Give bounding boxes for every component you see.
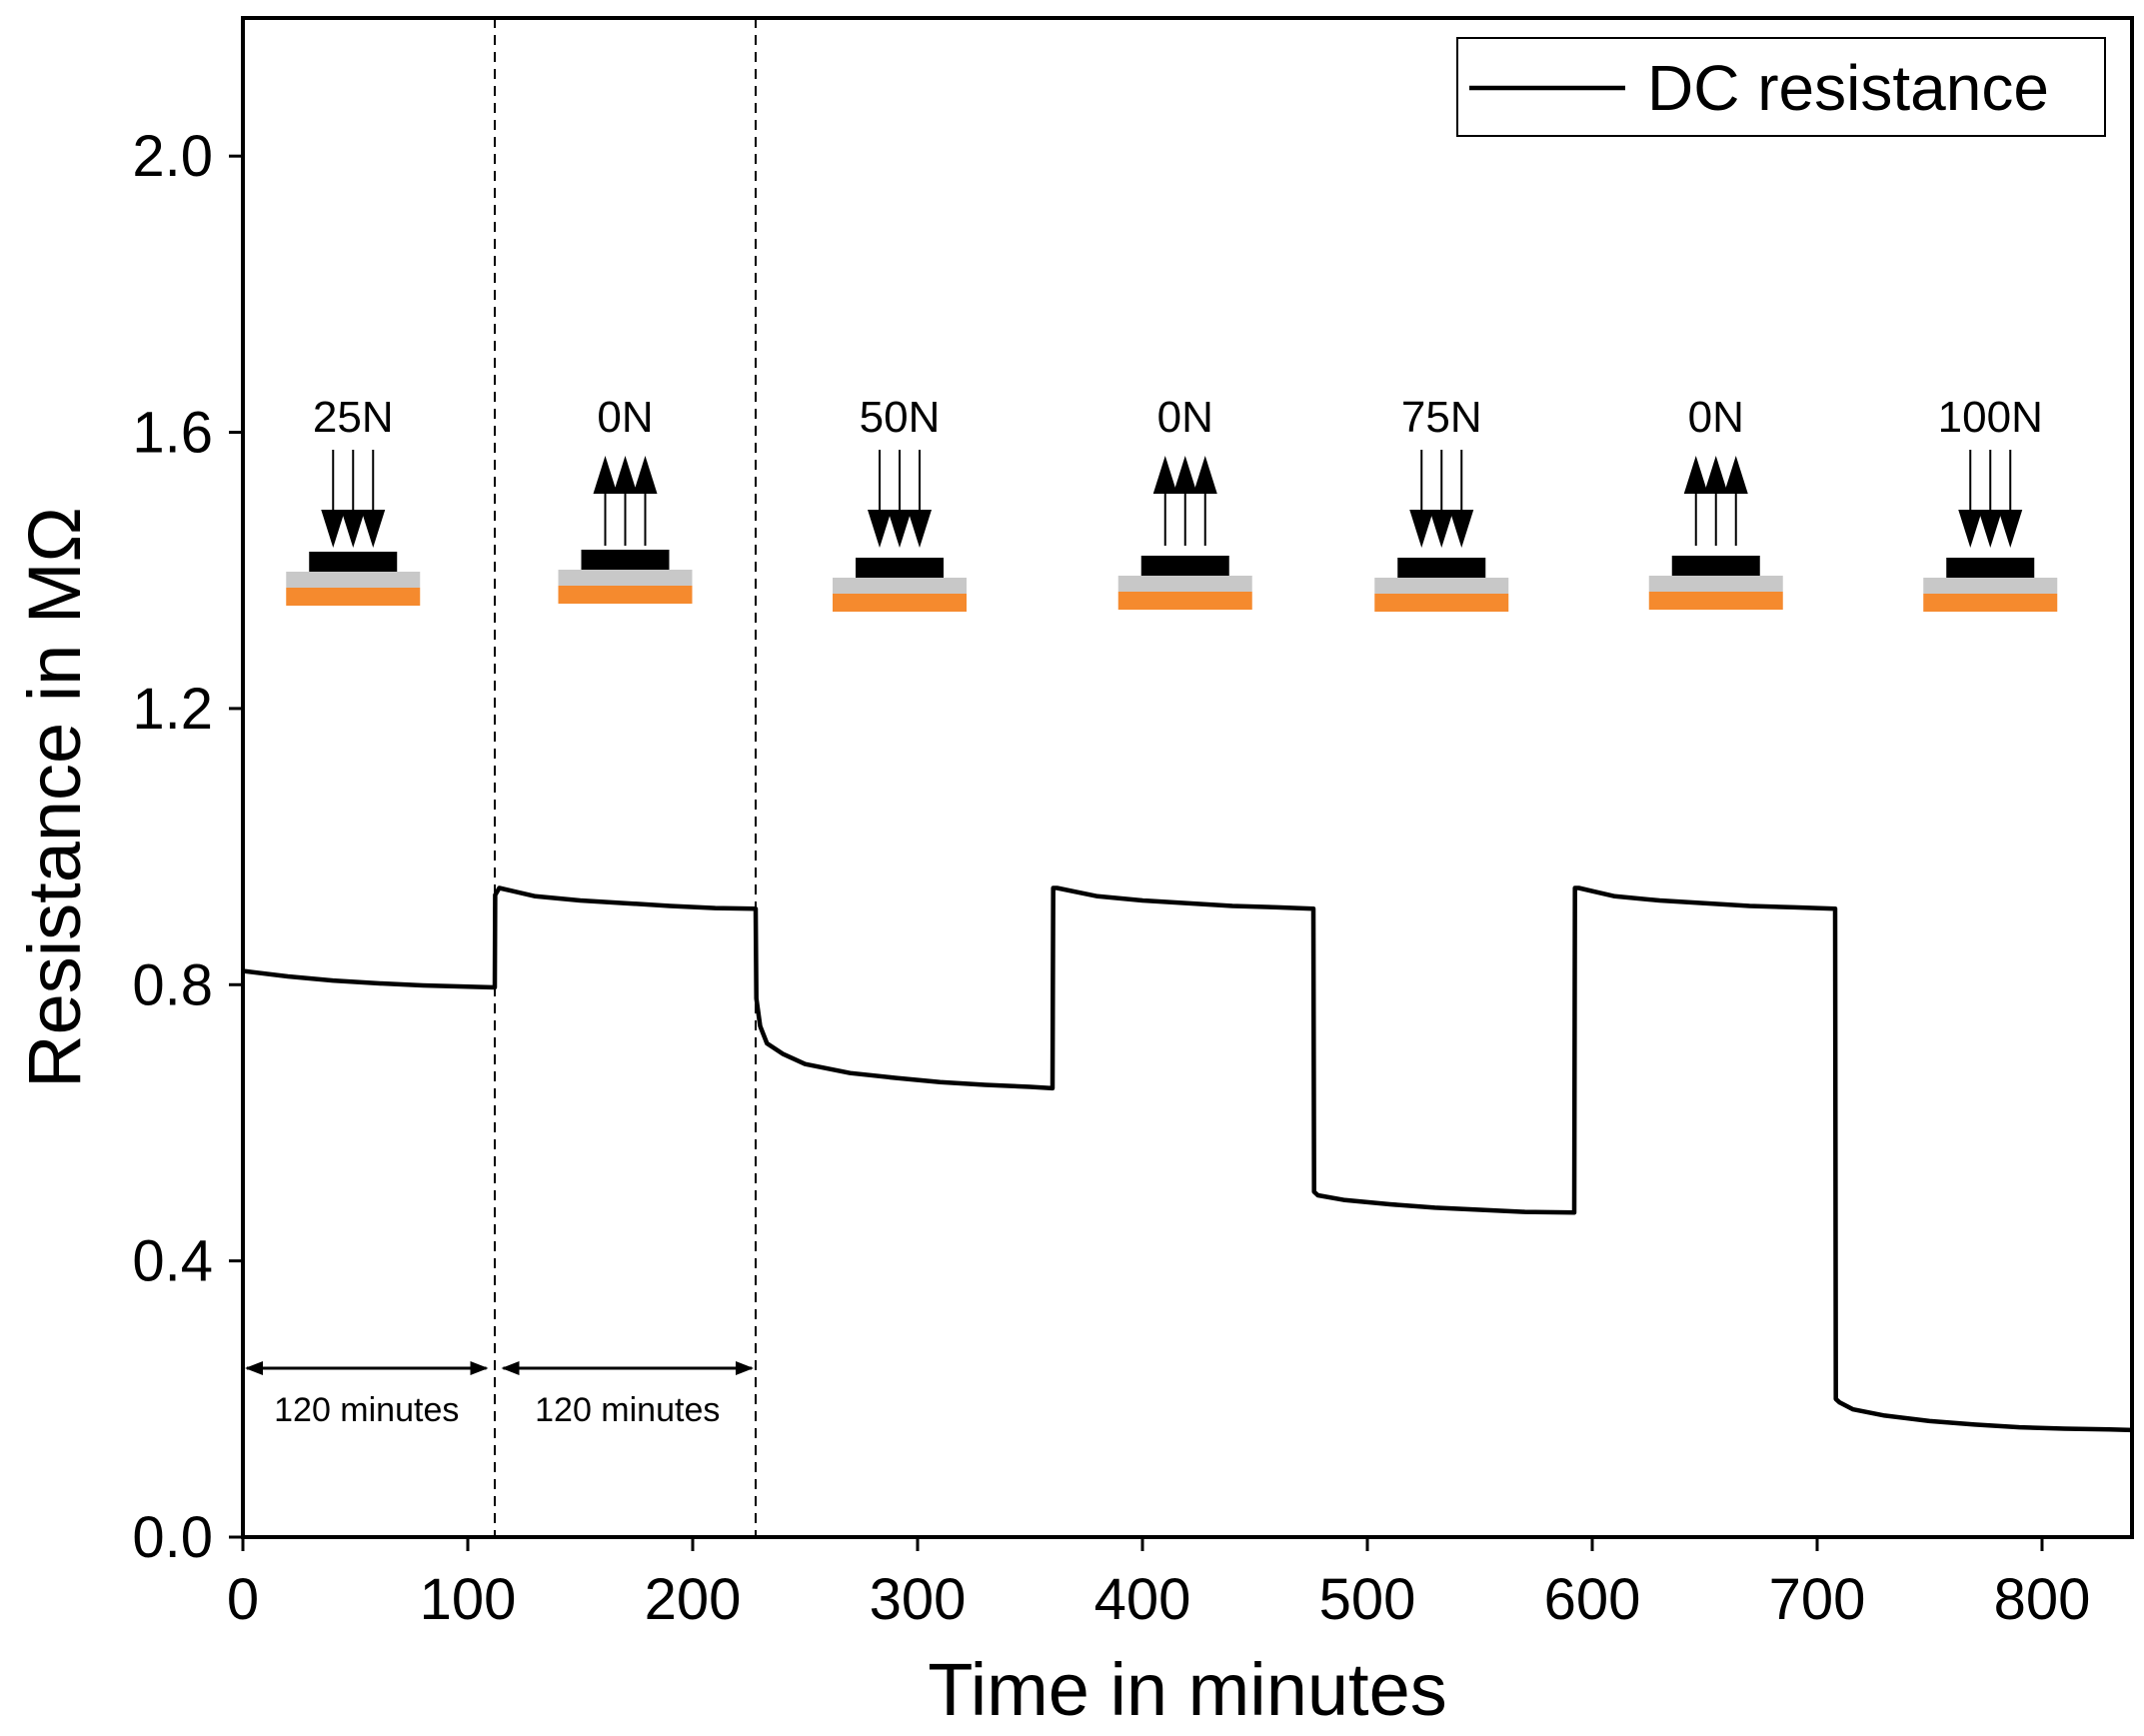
x-axis-title: Time in minutes	[928, 1648, 1447, 1731]
substrate-layer	[1648, 576, 1783, 592]
force-label: 0N	[1157, 393, 1213, 442]
probe-block	[1946, 558, 2035, 578]
y-tick-label: 0.8	[132, 952, 213, 1017]
x-tick-label: 800	[1994, 1567, 2091, 1632]
probe-block	[1671, 556, 1760, 576]
force-arrow-head	[1683, 456, 1708, 494]
force-arrow-head	[868, 510, 892, 548]
force-arrow-head	[593, 456, 618, 494]
force-arrow-head	[888, 510, 912, 548]
force-label: 100N	[1938, 393, 2043, 442]
y-tick-label: 2.0	[132, 124, 213, 189]
y-tick-label: 1.6	[132, 401, 213, 466]
force-arrow-head	[321, 510, 346, 548]
series-line-dc-resistance	[242, 885, 2133, 1433]
force-arrow-head	[341, 510, 366, 548]
substrate-base	[1117, 592, 1252, 610]
x-tick-label: 300	[870, 1567, 967, 1632]
force-arrow-head	[1958, 510, 1983, 548]
substrate-base	[1923, 594, 2058, 612]
substrate-base	[833, 594, 967, 612]
x-tick-label: 500	[1319, 1567, 1416, 1632]
force-arrow-head	[908, 510, 932, 548]
force-arrow-head	[361, 510, 386, 548]
x-tick-label: 700	[1769, 1567, 1866, 1632]
force-arrow-head	[1998, 510, 2023, 548]
substrate-layer	[558, 570, 693, 586]
span-label: 120 minutes	[274, 1391, 459, 1429]
y-axis-title: Resistance in MΩ	[13, 507, 96, 1088]
substrate-base	[286, 588, 421, 606]
force-label: 0N	[1688, 393, 1744, 442]
y-tick-label: 1.2	[132, 677, 213, 742]
force-arrow-head	[1703, 456, 1728, 494]
force-label: 25N	[313, 393, 394, 442]
y-tick-label: 0.0	[132, 1505, 213, 1570]
force-label: 50N	[860, 393, 941, 442]
substrate-layer	[286, 572, 421, 588]
plot-area: 120 minutes 120 minutes 25N 0N 50N 0N 75N 0N 100…	[13, 16, 2134, 1731]
force-arrow-head	[1449, 510, 1474, 548]
force-arrow-head	[1409, 510, 1434, 548]
substrate-base	[558, 586, 693, 604]
force-arrow-head	[1723, 456, 1748, 494]
force-arrow-head	[1192, 456, 1217, 494]
force-arrow-head	[1429, 510, 1454, 548]
substrate-layer	[1374, 578, 1509, 594]
force-arrow-head	[1152, 456, 1177, 494]
probe-block	[309, 552, 398, 572]
plot-frame	[241, 16, 2134, 1539]
force-arrow-head	[1172, 456, 1197, 494]
y-tick-label: 0.4	[132, 1229, 213, 1294]
probe-block	[581, 550, 670, 570]
probe-block	[856, 558, 944, 578]
force-label: 75N	[1401, 393, 1482, 442]
x-tick-label: 100	[420, 1567, 517, 1632]
force-label: 0N	[597, 393, 653, 442]
substrate-base	[1648, 592, 1783, 610]
x-tick-label: 400	[1094, 1567, 1191, 1632]
force-arrow-head	[613, 456, 638, 494]
force-arrow-head	[1978, 510, 2003, 548]
substrate-layer	[833, 578, 967, 594]
substrate-base	[1374, 594, 1509, 612]
probe-block	[1397, 558, 1486, 578]
substrate-layer	[1923, 578, 2058, 594]
legend-label: DC resistance	[1647, 52, 2049, 124]
x-tick-label: 0	[227, 1567, 259, 1632]
probe-block	[1140, 556, 1229, 576]
substrate-layer	[1117, 576, 1252, 592]
x-tick-label: 600	[1544, 1567, 1641, 1632]
x-tick-label: 200	[645, 1567, 742, 1632]
span-label: 120 minutes	[535, 1391, 720, 1429]
force-arrow-head	[633, 456, 658, 494]
